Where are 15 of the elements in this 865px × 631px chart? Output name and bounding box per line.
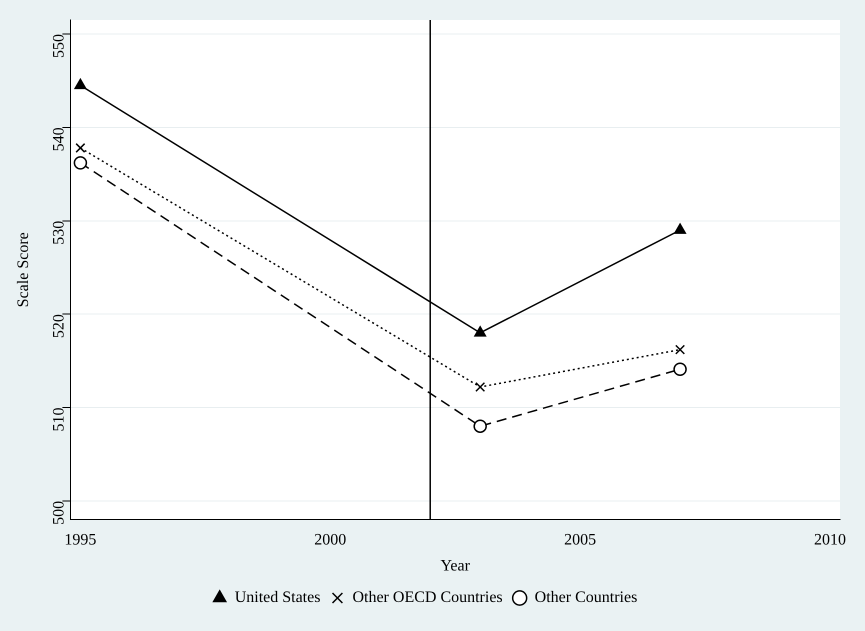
y-tick-label: 500 — [50, 500, 68, 525]
y-tick-label: 540 — [50, 127, 68, 152]
y-tick-label: 550 — [50, 34, 68, 58]
x-axis-title: Year — [440, 558, 471, 575]
y-tick-label: 510 — [50, 408, 68, 432]
legend-label: United States — [234, 589, 320, 606]
x-tick-label: 2005 — [564, 531, 596, 548]
x-tick-label: 1995 — [64, 531, 96, 548]
legend-label: Other Countries — [534, 589, 638, 606]
y-axis-title: Scale Score — [14, 232, 32, 308]
legend-label: Other OECD Countries — [352, 589, 503, 606]
y-tick-label: 530 — [50, 220, 68, 245]
y-tick-label: 520 — [50, 314, 68, 338]
x-tick-label: 2010 — [814, 531, 846, 548]
x-tick-label: 2000 — [314, 531, 346, 548]
